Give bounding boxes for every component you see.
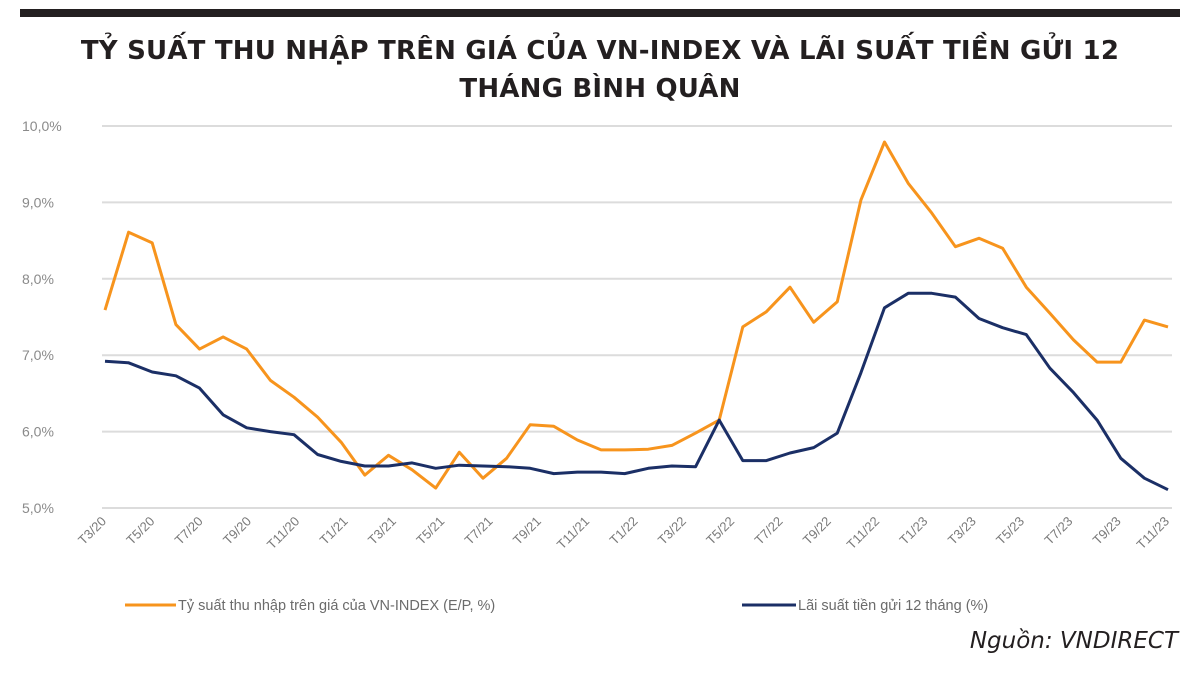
x-tick-label: T7/21 (462, 514, 496, 548)
x-tick-label: T11/21 (554, 514, 593, 553)
y-tick-label: 7,0% (22, 347, 54, 363)
y-tick-label: 8,0% (22, 271, 54, 287)
x-tick-label: T9/22 (800, 514, 834, 548)
x-tick-label: T3/21 (365, 514, 399, 548)
y-tick-label: 10,0% (22, 118, 62, 134)
x-tick-label: T5/23 (993, 514, 1027, 548)
x-axis-ticks: T3/20 T5/20 T7/20 T9/20 T11/20 T1/21 T3/21 T5/2… (75, 514, 1172, 553)
x-tick-label: T11/23 (1134, 514, 1173, 553)
x-tick-label: T7/23 (1041, 514, 1075, 548)
y-tick-label: 9,0% (22, 194, 54, 210)
x-tick-label: T3/20 (75, 514, 109, 548)
series-line-deposit-rate (104, 291, 1169, 492)
x-tick-label: T9/20 (220, 514, 254, 548)
y-axis-ticks: 5,0% 6,0% 7,0% 8,0% 9,0% 10,0% (22, 118, 62, 516)
legend-label-ep: Tỷ suất thu nhập trên giá của VN-INDEX (… (178, 598, 495, 614)
x-tick-label: T3/22 (655, 514, 689, 548)
y-tick-label: 6,0% (22, 424, 54, 440)
chart-title-line-1: TỶ SUẤT THU NHẬP TRÊN GIÁ CỦA VN-INDEX V… (80, 36, 1120, 66)
x-tick-label: T5/21 (413, 514, 447, 548)
x-tick-label: T11/22 (844, 514, 883, 553)
source-note: Nguồn: VNDIRECT (969, 628, 1178, 654)
legend: Tỷ suất thu nhập trên giá của VN-INDEX (… (125, 598, 988, 614)
x-tick-label: T5/20 (123, 514, 157, 548)
gridlines (102, 125, 1172, 509)
x-tick-label: T7/22 (751, 514, 785, 548)
x-tick-label: T9/23 (1090, 514, 1124, 548)
series-line-ep (103, 140, 1169, 490)
x-tick-label: T1/21 (317, 514, 351, 548)
y-tick-label: 5,0% (22, 500, 54, 516)
x-tick-label: T9/21 (510, 514, 544, 548)
top-rule (20, 9, 1180, 17)
chart-title-line-2: THÁNG BÌNH QUÂN (459, 74, 741, 104)
x-tick-label: T1/22 (607, 514, 641, 548)
chart-title: TỶ SUẤT THU NHẬP TRÊN GIÁ CỦA VN-INDEX V… (0, 32, 1200, 108)
legend-label-deposit-rate: Lãi suất tiền gửi 12 tháng (%) (798, 598, 988, 614)
x-tick-label: T7/20 (172, 514, 206, 548)
x-tick-label: T1/23 (896, 514, 930, 548)
series-lines (103, 140, 1169, 492)
x-tick-label: T3/23 (945, 514, 979, 548)
x-tick-label: T5/22 (703, 514, 737, 548)
x-tick-label: T11/20 (264, 514, 303, 553)
